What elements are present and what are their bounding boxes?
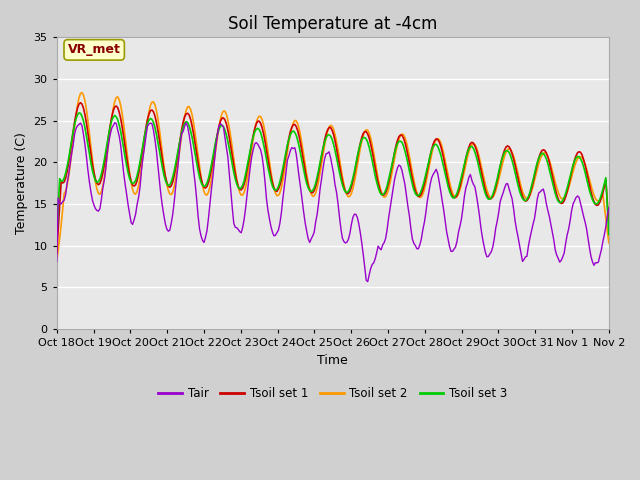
Legend: Tair, Tsoil set 1, Tsoil set 2, Tsoil set 3: Tair, Tsoil set 1, Tsoil set 2, Tsoil se…: [154, 383, 512, 405]
Title: Soil Temperature at -4cm: Soil Temperature at -4cm: [228, 15, 438, 33]
Text: VR_met: VR_met: [68, 43, 120, 56]
Y-axis label: Temperature (C): Temperature (C): [15, 132, 28, 234]
X-axis label: Time: Time: [317, 354, 348, 367]
